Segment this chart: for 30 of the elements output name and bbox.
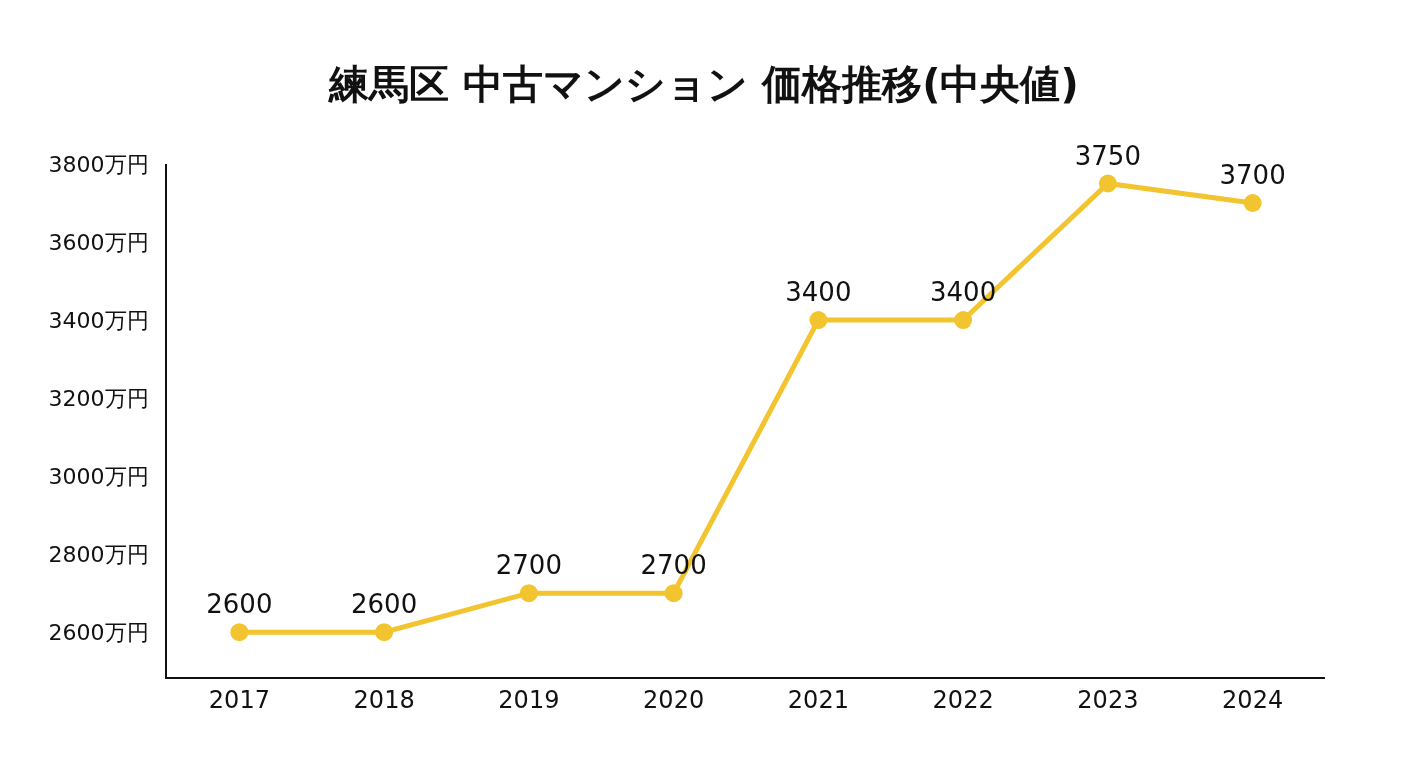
y-tick-label: 3800万円 <box>48 151 149 177</box>
data-label: 2700 <box>495 550 562 581</box>
y-tick-label: 3000万円 <box>48 463 149 489</box>
point <box>375 623 394 642</box>
x-tick-label: 2023 <box>1077 685 1139 714</box>
point <box>809 311 828 330</box>
x-tick-label: 2017 <box>208 685 270 714</box>
x-tick-label: 2018 <box>353 685 415 714</box>
data-label: 3400 <box>785 277 852 308</box>
data-label: 3750 <box>1074 140 1141 171</box>
x-tick-label: 2019 <box>498 685 560 714</box>
point <box>230 623 249 642</box>
chart-title: 練馬区 中古マンション 価格推移(中央値) <box>328 61 1079 108</box>
x-tick-label: 2024 <box>1222 685 1284 714</box>
point <box>954 311 973 330</box>
data-label: 2600 <box>351 589 418 620</box>
y-tick-label: 3200万円 <box>48 385 149 411</box>
x-tick-label: 2020 <box>643 685 705 714</box>
point <box>1243 194 1262 212</box>
point <box>1098 174 1117 193</box>
data-label: 2600 <box>206 589 273 620</box>
point <box>664 584 683 603</box>
y-tick-label: 3400万円 <box>48 307 149 333</box>
y-tick-label: 3600万円 <box>48 229 149 255</box>
x-tick-label: 2022 <box>932 685 994 714</box>
y-tick-label: 2800万円 <box>48 541 149 567</box>
point <box>519 584 538 603</box>
y-tick-label: 2600万円 <box>48 619 149 645</box>
data-label: 3700 <box>1219 160 1286 191</box>
x-tick-label: 2021 <box>787 685 849 714</box>
